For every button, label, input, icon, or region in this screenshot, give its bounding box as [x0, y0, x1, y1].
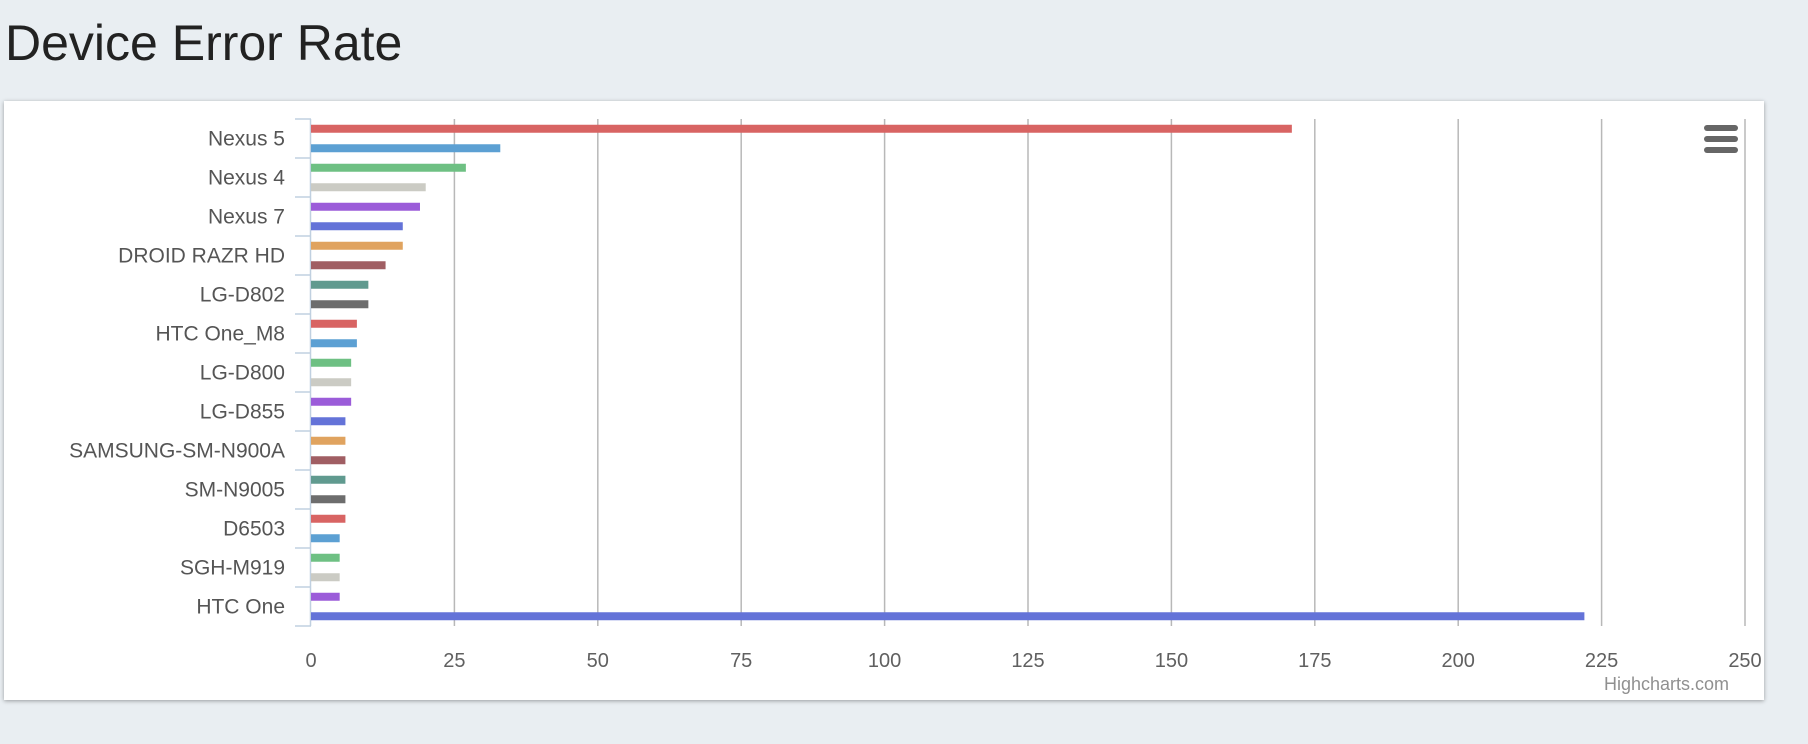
- bar[interactable]: LG-D855: 7: [311, 397, 352, 406]
- value-tick-label: 100: [868, 650, 901, 672]
- page-title: Device Error Rate: [5, 15, 403, 71]
- value-tick-label: 125: [1011, 650, 1044, 672]
- value-tick-label: 50: [587, 650, 609, 672]
- bars: Nexus 5: 171 Nexus 5: 33 Nexus 4: 27 Nexus …: [311, 124, 1585, 621]
- bar[interactable]: LG-D802: 10: [311, 300, 369, 309]
- highcharts-credits-link[interactable]: Highcharts.com: [1604, 674, 1730, 694]
- bar[interactable]: D6503: 5: [311, 534, 340, 543]
- gridlines: [453, 119, 1746, 626]
- category-label: LG-D802: [200, 284, 285, 307]
- bar[interactable]: Nexus 4: 20: [311, 183, 426, 192]
- bar[interactable]: SGH-M919: 5: [311, 573, 340, 582]
- chart-context-menu-button[interactable]: [1700, 125, 1742, 159]
- category-label: Nexus 4: [208, 167, 285, 190]
- value-tick-label: 225: [1585, 650, 1618, 672]
- bar[interactable]: HTC One_M8: 8: [311, 319, 357, 328]
- bar[interactable]: Nexus 5: 33: [311, 144, 501, 153]
- bar[interactable]: SAMSUNG-SM-N900A: 6: [311, 456, 346, 465]
- bar[interactable]: Nexus 7: 19: [311, 202, 420, 211]
- value-tick-label: 200: [1442, 650, 1475, 672]
- bar[interactable]: LG-D802: 10: [311, 280, 369, 289]
- category-label: LG-D855: [200, 401, 285, 424]
- bar[interactable]: LG-D800: 7: [311, 378, 352, 387]
- hamburger-menu-icon-line: [1704, 147, 1738, 153]
- bar[interactable]: Nexus 5: 171: [311, 124, 1292, 133]
- bar[interactable]: LG-D800: 7: [311, 358, 352, 367]
- category-label: DROID RAZR HD: [118, 245, 285, 268]
- bar-chart: Nexus 5: 171 Nexus 5: 33 Nexus 4: 27 Nexus …: [69, 118, 1762, 672]
- bar[interactable]: SM-N9005: 6: [311, 495, 346, 504]
- category-label: HTC One: [196, 596, 285, 619]
- bar[interactable]: DROID RAZR HD: 13: [311, 261, 386, 270]
- bar[interactable]: Nexus 7: 16: [311, 222, 403, 231]
- bar[interactable]: LG-D855: 6: [311, 417, 346, 426]
- category-label: HTC One_M8: [155, 323, 285, 346]
- hamburger-menu-icon-line: [1704, 136, 1738, 142]
- value-tick-label: 150: [1155, 650, 1188, 672]
- category-label: Nexus 5: [208, 128, 285, 151]
- category-label: LG-D800: [200, 362, 285, 385]
- category-labels: Nexus 5 Nexus 4 Nexus 7 DROID RAZR HD LG-D80…: [69, 128, 285, 619]
- value-tick-label: 250: [1728, 650, 1761, 672]
- category-label: Nexus 7: [208, 206, 285, 229]
- value-tick-label: 0: [305, 650, 316, 672]
- value-tick-label: 175: [1298, 650, 1331, 672]
- chart-container: Nexus 5: 171 Nexus 5: 33 Nexus 4: 27 Nexus …: [4, 101, 1764, 700]
- bar[interactable]: D6503: 6: [311, 514, 346, 523]
- value-tick-label: 75: [730, 650, 752, 672]
- value-axis-labels: 0 25 50 75 100 125 150 175 200 225 250: [305, 650, 1761, 672]
- bar[interactable]: Nexus 4: 27: [311, 163, 466, 172]
- value-tick-label: 25: [443, 650, 465, 672]
- hamburger-menu-icon: [1704, 125, 1738, 131]
- category-label: D6503: [223, 518, 285, 541]
- bar[interactable]: SGH-M919: 5: [311, 553, 340, 562]
- category-label: SAMSUNG-SM-N900A: [69, 440, 285, 463]
- category-axis: [295, 118, 312, 627]
- bar[interactable]: SM-N9005: 6: [311, 475, 346, 484]
- category-label: SM-N9005: [185, 479, 285, 502]
- bar[interactable]: HTC One: 222: [311, 612, 1585, 621]
- bar[interactable]: HTC One_M8: 8: [311, 339, 357, 348]
- category-label: SGH-M919: [180, 557, 285, 580]
- bar[interactable]: SAMSUNG-SM-N900A: 6: [311, 436, 346, 445]
- bar[interactable]: DROID RAZR HD: 16: [311, 241, 403, 250]
- bar[interactable]: HTC One: 5: [311, 592, 340, 601]
